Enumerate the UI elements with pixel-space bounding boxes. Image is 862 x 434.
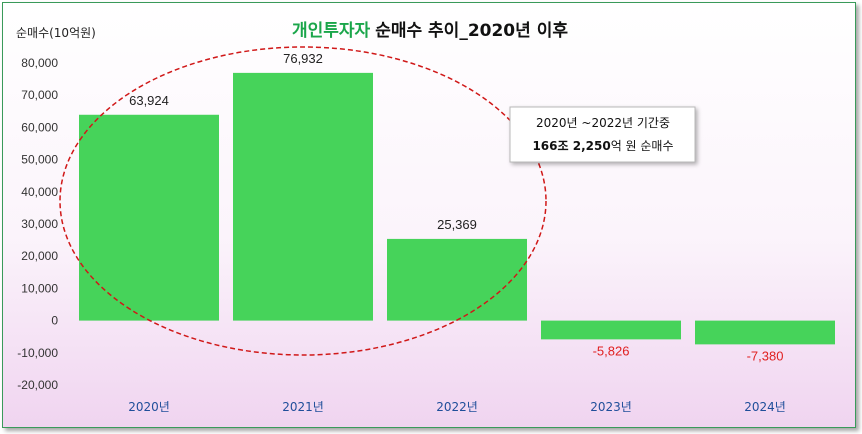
bar-2020년: [79, 114, 219, 321]
y-tick-label: 40,000: [21, 185, 58, 199]
data-label: 76,932: [283, 51, 323, 66]
data-label: 63,924: [129, 93, 169, 108]
data-labels: 63,924 76,932 25,369 -5,826 -7,380: [129, 51, 783, 363]
annotation-box: [509, 106, 696, 163]
x-tick-label: 2022년: [436, 400, 478, 414]
y-axis-ticks: 80,000 70,000 60,000 50,000 40,000 30,000 20,0…: [17, 56, 58, 392]
x-tick-label: 2024년: [744, 400, 786, 414]
annotation-amount: 166조 2,250: [532, 139, 610, 153]
chart-title-highlight: 개인투자자: [292, 21, 371, 41]
bar-2021년: [233, 72, 373, 321]
y-tick-label: 80,000: [21, 56, 58, 70]
annotation-suffix: 억 원 순매수: [611, 139, 674, 153]
annotation-line2: 166조 2,250억 원 순매수: [532, 139, 673, 153]
y-tick-label: 20,000: [21, 249, 58, 263]
x-axis-ticks: 2020년 2021년 2022년 2023년 2024년: [128, 400, 786, 414]
y-tick-label: 10,000: [21, 281, 58, 295]
bar-2023년: [541, 320, 681, 340]
x-tick-label: 2021년: [282, 400, 324, 414]
annotation-callout: 2020년 ~2022년 기간중 166조 2,250억 원 순매수: [509, 106, 696, 163]
y-tick-label: 50,000: [21, 153, 58, 167]
bars: [79, 72, 835, 345]
bar-2024년: [695, 320, 835, 345]
y-tick-label: 30,000: [21, 217, 58, 231]
data-label: -5,826: [593, 343, 630, 358]
chart-title: 개인투자자 순매수 추이_2020년 이후: [292, 20, 568, 41]
x-tick-label: 2023년: [590, 400, 632, 414]
y-tick-label: -10,000: [17, 346, 58, 360]
y-tick-label: 60,000: [21, 120, 58, 134]
y-tick-label: -20,000: [17, 378, 58, 392]
bar-2022년: [387, 238, 527, 321]
y-tick-label: 0: [51, 314, 58, 328]
annotation-line1: 2020년 ~2022년 기간중: [536, 116, 670, 130]
y-axis-label: 순매수(10억원): [16, 26, 96, 40]
y-tick-label: 70,000: [21, 88, 58, 102]
chart-title-rest: 순매수 추이_2020년 이후: [375, 20, 568, 41]
x-tick-label: 2020년: [128, 400, 170, 414]
highlight-ellipse: [59, 46, 547, 356]
data-label: -7,380: [747, 348, 784, 363]
data-label: 25,369: [437, 217, 477, 232]
